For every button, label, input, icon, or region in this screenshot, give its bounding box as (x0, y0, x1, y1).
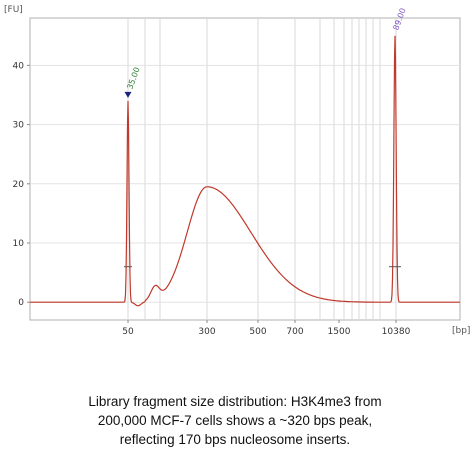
trace-line (30, 35, 460, 307)
y-unit-label: [FU] (4, 5, 23, 15)
trace (30, 35, 460, 307)
x-axis: 50 300 500 700 1500 10380 (122, 320, 411, 337)
y-tick-label-30: 30 (13, 121, 25, 131)
y-axis: 0 10 20 30 40 (13, 61, 30, 308)
x-tick-label-50: 50 (122, 327, 134, 337)
electropherogram-chart: 0 10 20 30 40 50 300 500 700 1500 10380 [FU] [bp]… (4, 5, 470, 337)
x-tick-label-1500: 1500 (328, 327, 351, 337)
figure-caption: Library fragment size distribution: H3K4… (20, 392, 450, 449)
x-tick-label-10380: 10380 (382, 327, 411, 337)
caption-line-3: reflecting 170 bps nucleosome inserts. (119, 432, 351, 447)
plot-area (29, 17, 461, 321)
x-unit-label: [bp] (452, 326, 470, 336)
caption-line-1: Library fragment size distribution: H3K4… (88, 394, 382, 409)
y-tick-label-20: 20 (13, 180, 25, 190)
x-tick-label-300: 300 (198, 327, 215, 337)
lower-marker-arrow (124, 91, 132, 98)
electropherogram-svg: 0 10 20 30 40 50 300 500 700 1500 10380 [FU] [bp]… (4, 5, 470, 337)
y-tick-label-0: 0 (18, 298, 24, 308)
y-tick-label-40: 40 (13, 61, 25, 71)
y-tick-label-10: 10 (13, 239, 25, 249)
x-tick-label-700: 700 (286, 327, 303, 337)
x-tick-label-500: 500 (249, 327, 266, 337)
caption-line-2: 200,000 MCF-7 cells shows a ~320 bps pea… (97, 413, 373, 428)
